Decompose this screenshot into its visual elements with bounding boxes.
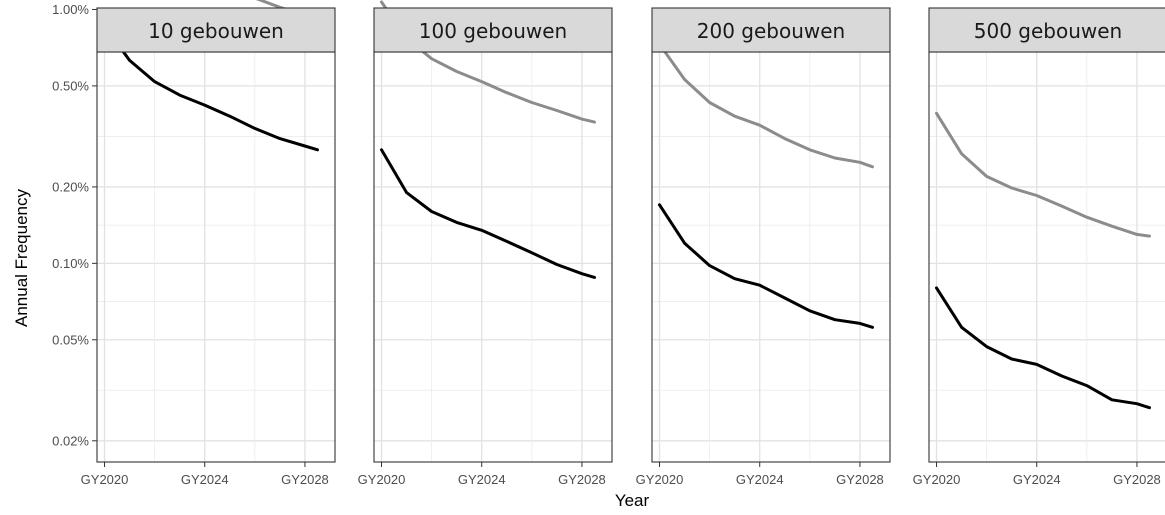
x-tick-label: GY2028 bbox=[281, 472, 329, 487]
series-line-lower bbox=[103, 24, 319, 152]
x-tick-label: GY2020 bbox=[913, 472, 961, 487]
y-axis: 0.02%0.05%0.10%0.20%0.50%1.00%2.00%5.00% bbox=[52, 2, 97, 448]
y-tick-label: 0.20% bbox=[52, 179, 89, 194]
series-line-upper bbox=[658, 42, 874, 169]
facet-strip-label: 10 gebouwen bbox=[148, 19, 284, 43]
panel-background bbox=[652, 52, 890, 462]
panel-background bbox=[374, 52, 612, 462]
x-tick-label: GY2020 bbox=[358, 472, 406, 487]
series-line-upper bbox=[935, 111, 1151, 238]
series-line-lower bbox=[935, 286, 1151, 410]
facet-panel: 500 gebouwen GY2020 GY2024 GY2028 bbox=[913, 7, 1165, 487]
facet-strip bbox=[928, 7, 1165, 53]
facet-panel: 200 gebouwen GY2020 GY2024 GY2028 bbox=[636, 7, 891, 487]
x-axis-title: Year bbox=[615, 491, 650, 510]
x-tick-label: GY2028 bbox=[558, 472, 606, 487]
y-tick-label: 0.50% bbox=[52, 78, 89, 93]
facet-strip bbox=[651, 7, 891, 53]
x-tick-label: GY2024 bbox=[458, 472, 506, 487]
y-axis-title: Annual Frequency bbox=[12, 189, 31, 327]
facet-strip bbox=[96, 7, 336, 53]
facet-strip bbox=[373, 7, 613, 53]
facet-strip-label: 500 gebouwen bbox=[974, 19, 1122, 43]
facet-panel: 100 gebouwen GY2020 GY2024 GY2028 bbox=[358, 0, 613, 487]
facet-strip-label: 200 gebouwen bbox=[697, 19, 845, 43]
x-tick-label: GY2020 bbox=[81, 472, 129, 487]
facet-panel: 10 gebouwen GY2020 GY2024 GY2028 bbox=[81, 0, 336, 487]
panel-background bbox=[929, 52, 1165, 462]
x-tick-label: GY2024 bbox=[736, 472, 784, 487]
x-tick-label: GY2024 bbox=[1013, 472, 1061, 487]
y-tick-label: 0.05% bbox=[52, 332, 89, 347]
y-tick-label: 0.10% bbox=[52, 256, 89, 271]
series-line-lower bbox=[658, 203, 874, 329]
x-tick-label: GY2028 bbox=[836, 472, 884, 487]
y-tick-label: 0.02% bbox=[52, 433, 89, 448]
facet-strip-label: 100 gebouwen bbox=[419, 19, 567, 43]
x-tick-label: GY2020 bbox=[636, 472, 684, 487]
x-tick-label: GY2028 bbox=[1113, 472, 1161, 487]
x-tick-label: GY2024 bbox=[181, 472, 229, 487]
panel-background bbox=[97, 52, 335, 462]
series-line-lower bbox=[380, 148, 596, 279]
y-tick-label: 1.00% bbox=[52, 2, 89, 17]
